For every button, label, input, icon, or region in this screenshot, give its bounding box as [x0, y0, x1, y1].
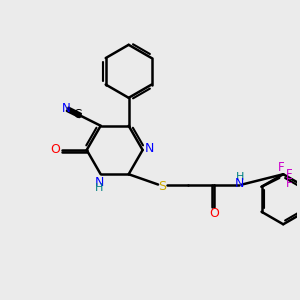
Text: F: F	[286, 177, 293, 190]
Text: F: F	[286, 169, 293, 182]
Text: S: S	[158, 179, 166, 193]
Text: N: N	[62, 102, 70, 115]
Text: N: N	[94, 176, 104, 189]
Text: C: C	[74, 108, 82, 122]
Text: O: O	[209, 207, 219, 220]
Text: N: N	[235, 177, 244, 190]
Text: F: F	[278, 161, 284, 174]
Text: O: O	[50, 143, 60, 157]
Text: N: N	[144, 142, 154, 155]
Text: H: H	[236, 172, 244, 182]
Text: H: H	[95, 183, 103, 194]
